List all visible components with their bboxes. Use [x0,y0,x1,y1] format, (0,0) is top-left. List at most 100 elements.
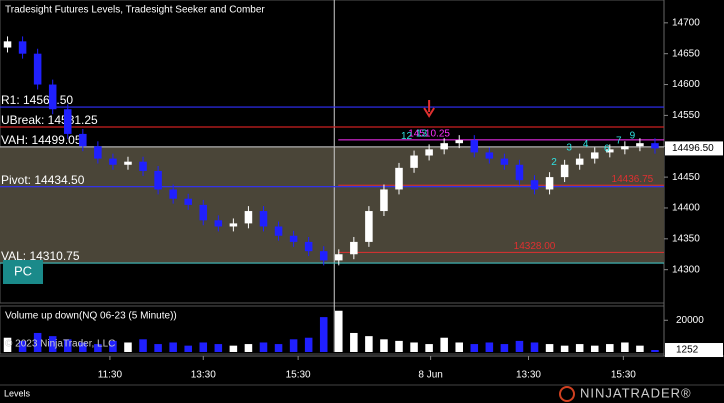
candle-body [575,158,584,165]
last-volume-label: 1252 [676,345,699,356]
candle-body [380,189,388,212]
last-price-label: 14496.50 [672,143,714,154]
volume-bar [94,344,102,352]
signal-label: 13 [416,129,428,140]
session-level-label: 14328.00 [514,241,556,252]
y-tick-label: 14600 [672,79,700,90]
volume-bar [651,350,659,352]
volume-bar [109,340,117,352]
candle-body [48,84,57,110]
volume-bar [545,344,554,352]
logo: NINJATRADER® [580,385,692,400]
candle-body [259,211,268,227]
candle-body [94,146,102,159]
y-tick-label: 14400 [672,203,700,214]
signal-label: 3 [566,143,572,154]
level-label: Pivot: 14434.50 [1,173,85,187]
volume-bar [244,344,253,352]
signal-label: 9 [630,130,636,141]
volume-bar [154,344,162,352]
value-area [0,146,664,264]
signal-label: 4 [583,139,589,150]
volume-bar [440,337,448,352]
candle-body [545,177,554,190]
candle-body [139,161,147,171]
candle-body [455,140,463,144]
volume-bar [214,344,223,352]
y-tick-label: 14550 [672,110,700,121]
y-tick-label: 14650 [672,48,700,59]
candle-body [33,53,42,85]
volume-bar [289,339,298,352]
candle-body [425,149,433,156]
pc-button[interactable] [3,260,43,284]
volume-bar [515,340,524,352]
candle-body [18,41,27,54]
volume-bar [455,342,463,352]
candle-body [560,164,569,178]
candle-body [515,164,524,181]
candle-body [154,170,162,190]
volume-bar [18,340,27,352]
volume-bar [636,345,644,352]
candle-body [530,180,539,190]
y-tick-label: 14700 [672,17,700,28]
volume-bar [606,344,614,352]
signal-label: 2 [551,157,557,168]
level-label: UBreak: 14531.25 [1,113,98,127]
x-tick-label: 8 Jun [418,370,442,381]
signal-label: 6 [604,143,610,154]
x-tick-label: 15:30 [611,370,636,381]
y-tick-label: 20000 [676,315,704,326]
session-level-label: 14436.75 [612,174,654,185]
x-tick-label: 13:30 [191,370,216,381]
volume-bar [3,337,12,352]
candle-body [365,211,373,242]
volume-bar [470,344,479,352]
candle-body [79,133,87,147]
candle-body [229,223,238,227]
pc-button-label[interactable]: PC [14,263,32,278]
volume-bar [365,336,373,352]
volume-bar [184,345,192,352]
y-tick-label: 14300 [672,264,700,275]
candle-body [274,226,283,236]
candle-body [350,241,358,255]
candle-body [109,158,117,165]
volume-bar [319,317,328,352]
level-label: R1: 14563.50 [1,93,73,107]
copyright: © 2023 NinjaTrader, LLC [5,339,115,350]
footer-tab[interactable]: Levels [4,388,31,398]
signal-label: 12 [401,131,413,142]
candle-body [169,189,177,199]
candle-body [63,109,72,134]
logo-icon [559,386,575,402]
candle-body [500,158,509,165]
x-tick-label: 15:30 [286,370,311,381]
candle-body [410,155,418,168]
candle-body [621,146,629,150]
candle-body [304,241,313,252]
candle-body [440,143,448,150]
candle-body [636,143,644,147]
volume-bar [560,345,569,352]
candle-body [124,161,132,165]
candle-body [3,41,12,48]
volume-bar [350,332,358,352]
level-label: VAH: 14499.05 [1,133,82,147]
candle-body [335,254,343,261]
candle-body [289,235,298,242]
candle-body [470,140,479,153]
volume-bar [169,342,177,352]
volume-bar [48,336,57,352]
volume-bar [335,310,343,352]
volume-title: Volume up down(NQ 06-23 (5 Minute)) [5,311,177,322]
candle-body [590,152,599,159]
volume-bar [410,342,418,352]
last-price-box [665,141,723,156]
volume-bar [63,339,72,352]
level-label: VAL: 14310.75 [1,249,80,263]
volume-bar [425,344,433,352]
candle-body [485,152,494,159]
